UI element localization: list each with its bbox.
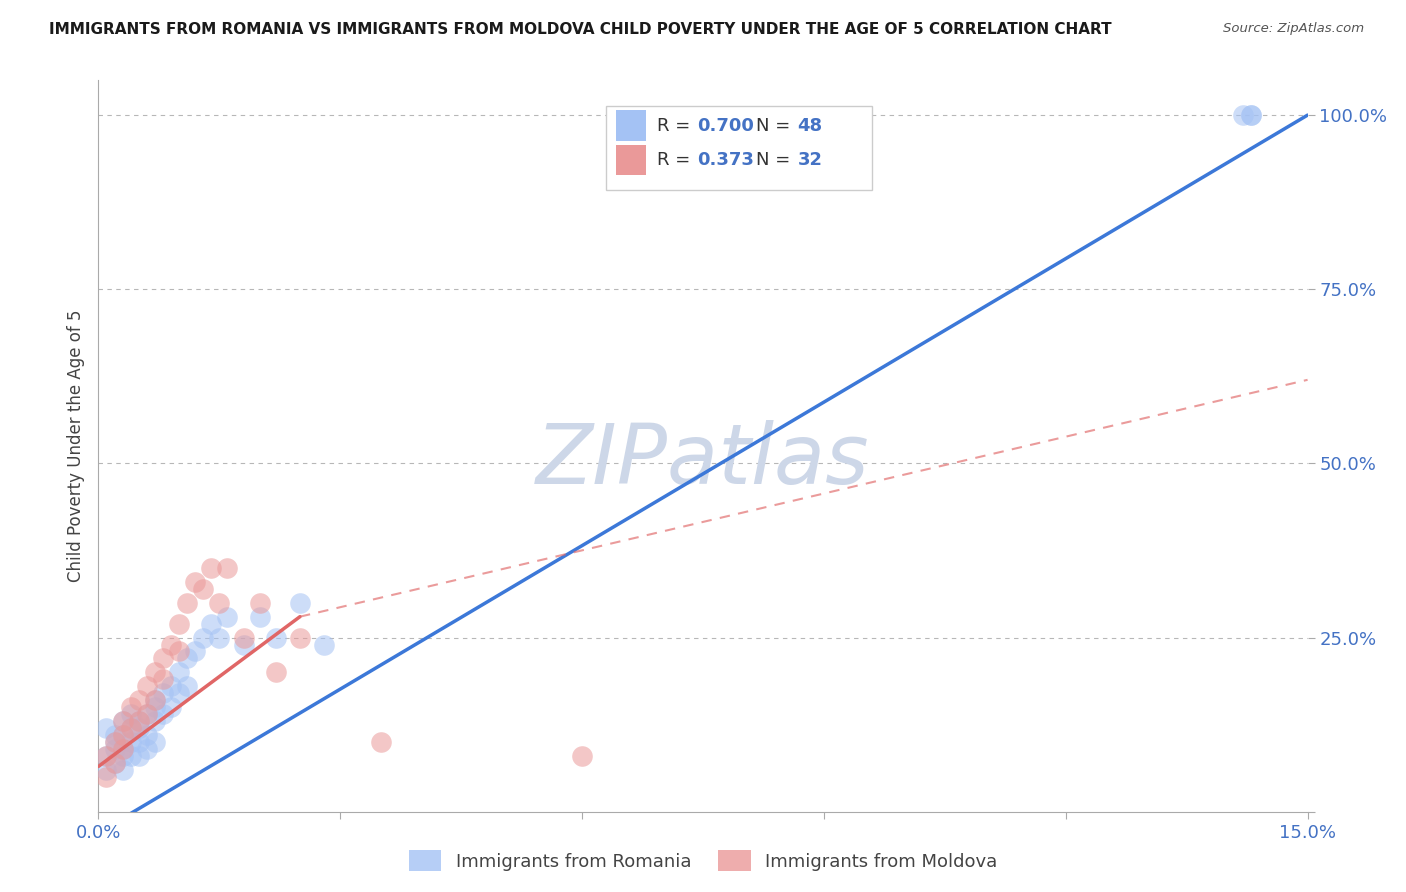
Point	[103, 756, 125, 770]
Text: IMMIGRANTS FROM ROMANIA VS IMMIGRANTS FROM MOLDOVA CHILD POVERTY UNDER THE AGE O: IMMIGRANTS FROM ROMANIA VS IMMIGRANTS FR…	[49, 22, 1112, 37]
Point	[167, 665, 190, 680]
Point	[184, 644, 207, 658]
Point	[96, 721, 118, 735]
Point	[167, 686, 190, 700]
Point	[111, 728, 134, 742]
Point	[152, 686, 174, 700]
Point	[200, 561, 222, 575]
Point	[288, 631, 311, 645]
Text: N =: N =	[756, 117, 796, 135]
Point	[184, 574, 207, 589]
Point	[232, 631, 254, 645]
Point	[208, 596, 231, 610]
Point	[103, 742, 125, 756]
Point	[96, 770, 118, 784]
Point	[288, 596, 311, 610]
Point	[200, 616, 222, 631]
Point	[128, 749, 150, 764]
Point	[120, 721, 142, 735]
Point	[143, 665, 166, 680]
Point	[232, 638, 254, 652]
Text: N =: N =	[756, 151, 796, 169]
Point	[120, 721, 142, 735]
Point	[96, 763, 118, 777]
Point	[143, 700, 166, 714]
Point	[152, 651, 174, 665]
Point	[120, 700, 142, 714]
Point	[160, 638, 183, 652]
Point	[249, 596, 271, 610]
Point	[103, 728, 125, 742]
Y-axis label: Child Poverty Under the Age of 5: Child Poverty Under the Age of 5	[66, 310, 84, 582]
Point	[120, 707, 142, 722]
Point	[103, 735, 125, 749]
Point	[128, 714, 150, 728]
Point	[193, 582, 215, 596]
Point	[217, 609, 239, 624]
Point	[193, 631, 215, 645]
Point	[264, 665, 287, 680]
Point	[143, 714, 166, 728]
Point	[1240, 108, 1263, 122]
Text: 0.700: 0.700	[697, 117, 754, 135]
Text: ZIPatlas: ZIPatlas	[536, 420, 870, 501]
Point	[96, 749, 118, 764]
FancyBboxPatch shape	[616, 145, 647, 176]
Point	[314, 638, 336, 652]
Point	[135, 707, 157, 722]
Text: 48: 48	[797, 117, 823, 135]
Point	[152, 707, 174, 722]
Point	[1240, 108, 1263, 122]
Point	[143, 693, 166, 707]
Point	[167, 644, 190, 658]
Point	[370, 735, 392, 749]
Point	[111, 763, 134, 777]
Text: Source: ZipAtlas.com: Source: ZipAtlas.com	[1223, 22, 1364, 36]
FancyBboxPatch shape	[616, 111, 647, 141]
Point	[160, 679, 183, 693]
Point	[571, 749, 593, 764]
Point	[143, 735, 166, 749]
Point	[111, 742, 134, 756]
Point	[111, 714, 134, 728]
Legend: Immigrants from Romania, Immigrants from Moldova: Immigrants from Romania, Immigrants from…	[402, 843, 1004, 879]
Point	[111, 728, 134, 742]
Point	[176, 679, 198, 693]
Point	[143, 693, 166, 707]
Point	[128, 735, 150, 749]
Point	[120, 749, 142, 764]
Text: R =: R =	[657, 151, 696, 169]
Point	[135, 679, 157, 693]
Point	[176, 651, 198, 665]
Point	[264, 631, 287, 645]
FancyBboxPatch shape	[606, 106, 872, 190]
Point	[160, 700, 183, 714]
Point	[152, 673, 174, 687]
Text: 32: 32	[797, 151, 823, 169]
Point	[135, 728, 157, 742]
Point	[176, 596, 198, 610]
Point	[1232, 108, 1254, 122]
Point	[128, 714, 150, 728]
Point	[249, 609, 271, 624]
Point	[120, 735, 142, 749]
Text: 0.373: 0.373	[697, 151, 754, 169]
Point	[128, 693, 150, 707]
Point	[135, 742, 157, 756]
Point	[111, 742, 134, 756]
Point	[167, 616, 190, 631]
Point	[135, 707, 157, 722]
Point	[208, 631, 231, 645]
Text: R =: R =	[657, 117, 696, 135]
Point	[111, 714, 134, 728]
Point	[111, 749, 134, 764]
Point	[217, 561, 239, 575]
Point	[103, 735, 125, 749]
Point	[103, 756, 125, 770]
Point	[128, 721, 150, 735]
Point	[96, 749, 118, 764]
